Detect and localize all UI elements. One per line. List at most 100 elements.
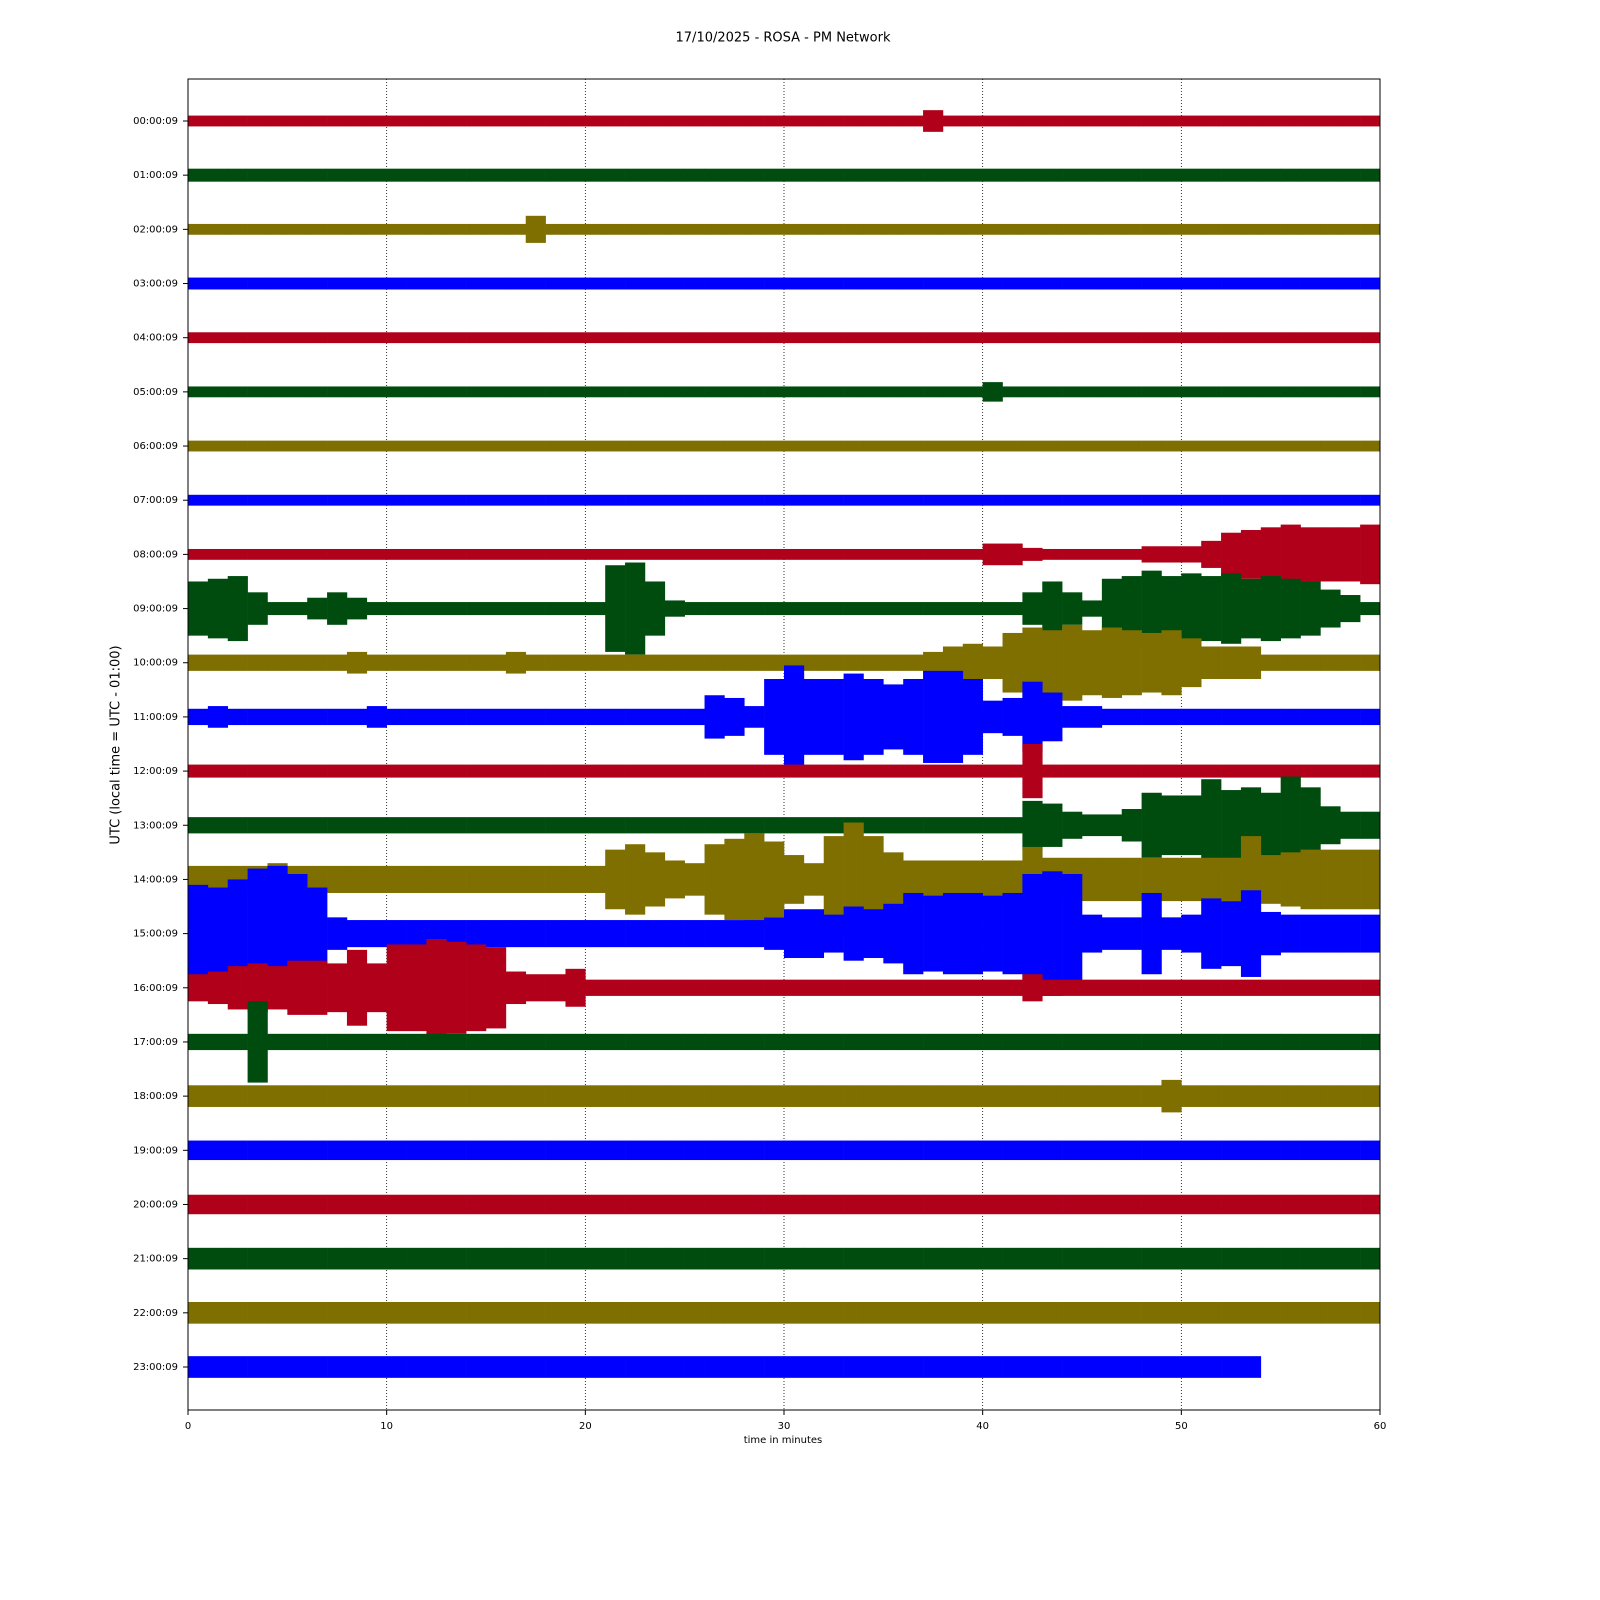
- trace-envelope: [1280, 1140, 1301, 1161]
- trace-envelope: [1002, 1085, 1023, 1107]
- trace-envelope: [625, 440, 646, 452]
- trace-envelope: [466, 708, 487, 726]
- trace-envelope: [903, 440, 924, 452]
- trace-envelope: [247, 277, 268, 290]
- trace-envelope: [327, 1356, 348, 1378]
- trace-envelope: [1181, 1140, 1202, 1161]
- trace-envelope: [803, 277, 825, 290]
- trace-envelope: [346, 651, 368, 674]
- trace-envelope: [505, 1140, 527, 1161]
- trace-envelope: [565, 708, 586, 726]
- trace: [188, 524, 1381, 585]
- trace-envelope: [327, 115, 348, 127]
- trace-envelope: [1360, 602, 1381, 616]
- trace-envelope: [207, 865, 229, 893]
- trace-envelope: [446, 494, 467, 506]
- trace-envelope: [803, 764, 825, 778]
- trace-envelope: [704, 168, 725, 182]
- trace-envelope: [287, 1194, 308, 1215]
- trace-envelope: [1221, 857, 1242, 902]
- trace-envelope: [346, 1301, 368, 1324]
- trace-envelope: [823, 836, 844, 923]
- trace-envelope: [982, 860, 1003, 899]
- trace-envelope: [764, 1140, 785, 1161]
- trace-envelope: [1240, 332, 1262, 344]
- trace-envelope: [843, 223, 864, 235]
- trace-envelope: [744, 1085, 765, 1107]
- trace-envelope: [923, 817, 944, 834]
- trace-envelope: [1161, 494, 1182, 506]
- trace-envelope: [327, 963, 348, 1013]
- trace-envelope: [764, 223, 785, 235]
- trace-envelope: [486, 168, 507, 182]
- trace-envelope: [903, 332, 924, 344]
- trace-envelope: [446, 708, 467, 726]
- trace-envelope: [287, 386, 308, 398]
- y-tick-label: 19:00:09: [133, 1145, 178, 1156]
- trace-envelope: [962, 892, 983, 975]
- trace-envelope: [863, 1247, 884, 1270]
- y-tick-label: 15:00:09: [133, 929, 178, 940]
- trace-envelope: [1340, 811, 1361, 839]
- trace-envelope: [1201, 332, 1222, 344]
- trace-envelope: [625, 494, 646, 506]
- trace-envelope: [1042, 692, 1063, 742]
- trace-envelope: [1320, 914, 1341, 953]
- trace-envelope: [684, 386, 705, 398]
- trace-envelope: [803, 1301, 825, 1324]
- trace-envelope: [327, 1194, 348, 1215]
- trace-envelope: [545, 708, 566, 726]
- trace-envelope: [227, 115, 248, 127]
- trace-envelope: [1240, 1301, 1262, 1324]
- trace-envelope: [247, 764, 268, 778]
- trace-envelope: [1221, 573, 1242, 644]
- trace-envelope: [605, 708, 626, 726]
- trace-envelope: [923, 110, 944, 132]
- trace-envelope: [1260, 1247, 1281, 1270]
- trace-envelope: [1221, 1140, 1242, 1161]
- trace-envelope: [1082, 494, 1103, 506]
- trace-envelope: [327, 440, 348, 452]
- trace-envelope: [486, 386, 507, 398]
- trace-envelope: [207, 332, 229, 344]
- trace-envelope: [346, 1247, 368, 1270]
- trace-envelope: [903, 1356, 924, 1378]
- trace-envelope: [843, 1301, 864, 1324]
- trace-envelope: [1300, 332, 1321, 344]
- trace-envelope: [784, 494, 805, 506]
- trace: [188, 665, 1381, 769]
- trace-envelope: [466, 168, 487, 182]
- trace-envelope: [1260, 386, 1281, 398]
- trace-envelope: [406, 494, 427, 506]
- trace-envelope: [784, 602, 805, 616]
- trace-envelope: [247, 223, 268, 235]
- trace-envelope: [247, 1247, 268, 1270]
- trace-envelope: [664, 386, 685, 398]
- trace-envelope: [1300, 494, 1321, 506]
- trace-envelope: [823, 115, 844, 127]
- trace-envelope: [227, 1356, 248, 1378]
- trace-envelope: [803, 1085, 825, 1107]
- trace-envelope: [406, 168, 427, 182]
- trace-envelope: [664, 494, 685, 506]
- trace-envelope: [426, 865, 447, 893]
- trace-envelope: [406, 817, 427, 834]
- trace-envelope: [843, 168, 864, 182]
- trace-envelope: [227, 1247, 248, 1270]
- trace-envelope: [1320, 979, 1341, 996]
- trace-envelope: [1181, 708, 1202, 726]
- trace-envelope: [1101, 1301, 1123, 1324]
- trace-envelope: [1360, 494, 1381, 506]
- trace-envelope: [962, 548, 983, 560]
- trace-envelope: [1240, 708, 1262, 726]
- trace-envelope: [744, 548, 765, 560]
- trace-envelope: [704, 494, 725, 506]
- trace-envelope: [982, 895, 1003, 972]
- trace-envelope: [1260, 792, 1281, 858]
- trace-envelope: [1082, 1247, 1103, 1270]
- trace-envelope: [247, 1140, 268, 1161]
- trace-envelope: [1221, 494, 1242, 506]
- trace-envelope: [1161, 440, 1182, 452]
- trace-envelope: [1360, 115, 1381, 127]
